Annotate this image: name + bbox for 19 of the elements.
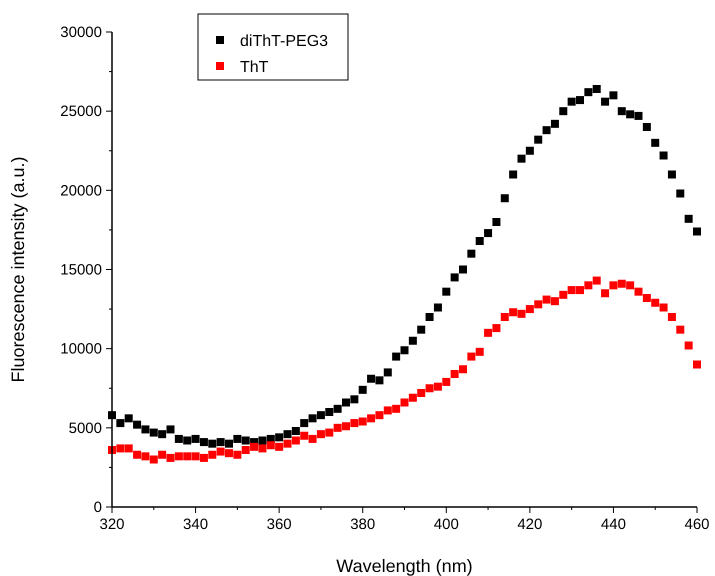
y-tick-label: 5000 [68, 420, 102, 437]
x-tick-label: 340 [183, 516, 208, 533]
y-axis-title: Fluorescence intensity (a.u.) [8, 156, 28, 383]
y-tick-label: 30000 [60, 24, 102, 41]
y-tick-label: 15000 [60, 262, 102, 278]
x-tick-label: 420 [517, 516, 542, 533]
x-axis-title: Wavelength (nm) [336, 556, 473, 576]
x-tick-label: 320 [99, 516, 125, 533]
x-tick-label: 360 [266, 516, 292, 533]
x-tick-label: 380 [350, 516, 376, 533]
y-tick-label: 10000 [60, 340, 102, 358]
y-tick-label: 20000 [60, 182, 102, 200]
x-tick-label: 440 [600, 516, 626, 533]
x-tick-label: 400 [434, 516, 459, 533]
y-tick-label: 0 [94, 499, 102, 516]
legend-label: diThT-PEG3 [240, 33, 328, 50]
y-tick-label: 25000 [60, 103, 102, 120]
legend-label: ThT [240, 59, 269, 76]
x-tick-label: 460 [684, 516, 710, 533]
